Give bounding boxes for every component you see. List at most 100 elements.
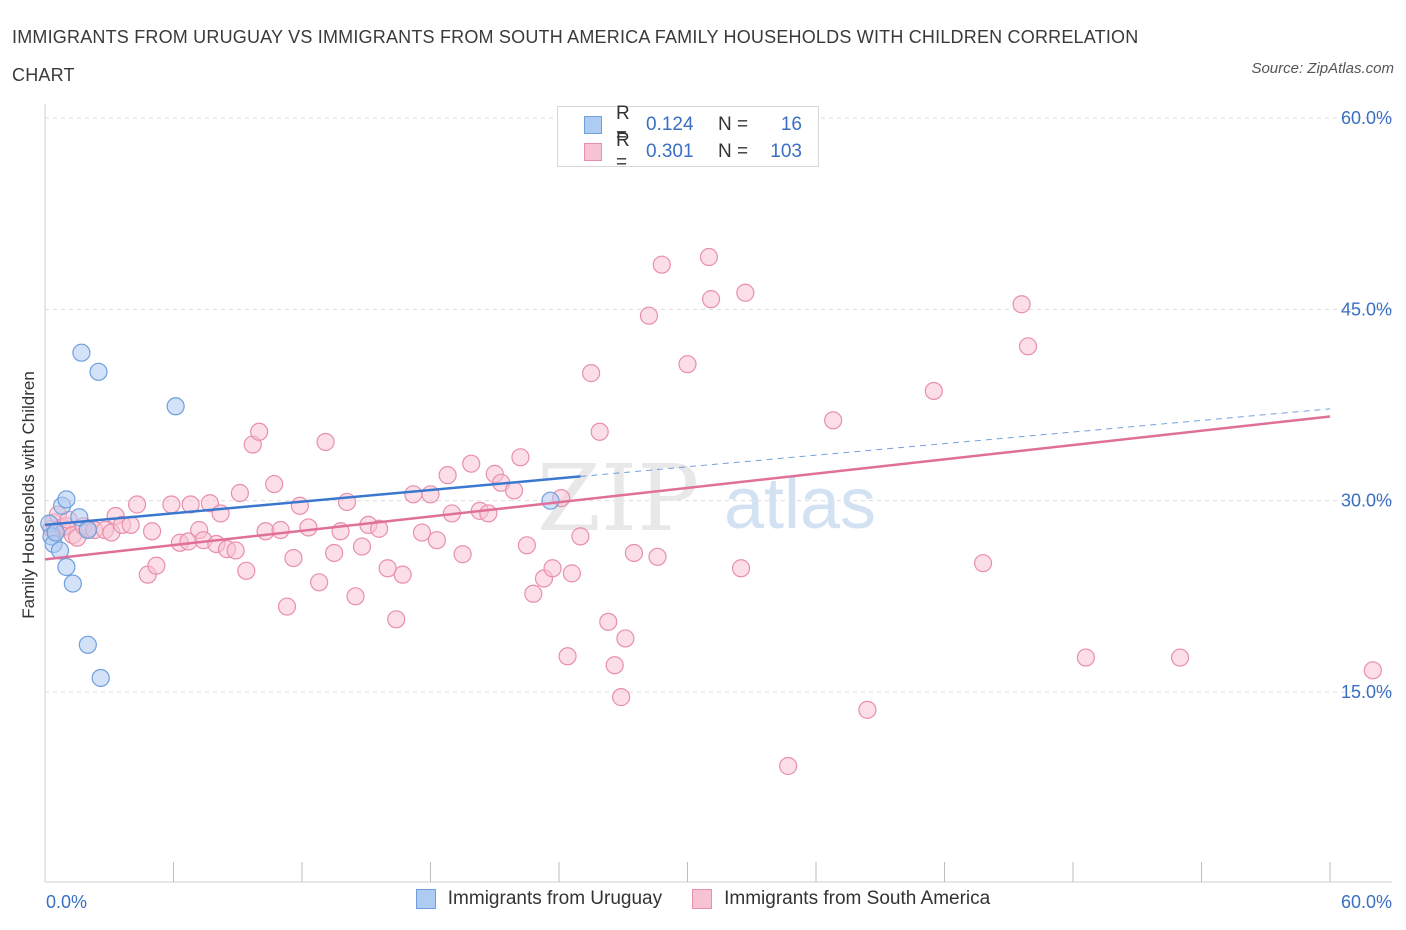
- point-south-america-45[interactable]: [325, 543, 344, 563]
- point-south-america-49[interactable]: [352, 537, 372, 556]
- point-south-america-94[interactable]: [858, 700, 877, 719]
- point-south-america-48[interactable]: [346, 587, 365, 606]
- n-label: N =: [718, 114, 749, 135]
- stats-row-uruguay: R = 0.124 N = 16: [584, 103, 802, 146]
- point-south-america-67[interactable]: [504, 481, 524, 500]
- point-south-america-53[interactable]: [387, 610, 406, 629]
- point-uruguay-13[interactable]: [89, 362, 108, 381]
- point-south-america-84[interactable]: [639, 306, 659, 325]
- point-south-america-43[interactable]: [310, 573, 329, 592]
- point-uruguay-3[interactable]: [46, 523, 65, 542]
- point-south-america-52[interactable]: [378, 559, 397, 578]
- point-south-america-24[interactable]: [181, 495, 200, 514]
- point-south-america-95[interactable]: [924, 381, 943, 401]
- point-south-america-55[interactable]: [404, 485, 423, 504]
- point-south-america-100[interactable]: [1170, 648, 1190, 667]
- point-south-america-39[interactable]: [277, 597, 297, 616]
- point-south-america-80[interactable]: [605, 656, 624, 675]
- point-south-america-74[interactable]: [558, 647, 577, 666]
- point-uruguay-14[interactable]: [91, 668, 110, 688]
- r-value: 0.301: [646, 141, 694, 162]
- point-south-america-83[interactable]: [624, 543, 644, 563]
- trend-line-south-america: [44, 415, 1331, 561]
- n-value: 16: [780, 114, 802, 135]
- swatch-uruguay: [584, 116, 602, 134]
- legend-swatch-south-america: [692, 889, 713, 909]
- watermark-atlas: atlas: [724, 464, 876, 544]
- point-south-america-87[interactable]: [678, 355, 697, 374]
- point-uruguay-16[interactable]: [541, 491, 560, 510]
- point-south-america-76[interactable]: [571, 527, 590, 546]
- point-south-america-89[interactable]: [701, 290, 721, 309]
- point-south-america-99[interactable]: [1076, 648, 1095, 667]
- point-uruguay-6[interactable]: [57, 490, 76, 509]
- point-south-america-69[interactable]: [517, 536, 536, 555]
- point-south-america-93[interactable]: [824, 411, 843, 430]
- point-south-america-32[interactable]: [230, 483, 249, 503]
- point-south-america-81[interactable]: [612, 688, 631, 707]
- point-south-america-42[interactable]: [299, 518, 318, 537]
- point-south-america-17[interactable]: [127, 495, 147, 514]
- point-south-america-58[interactable]: [427, 531, 447, 550]
- point-south-america-79[interactable]: [599, 612, 618, 631]
- point-south-america-77[interactable]: [582, 364, 601, 383]
- point-south-america-96[interactable]: [973, 554, 993, 573]
- point-south-america-16[interactable]: [121, 515, 140, 535]
- point-south-america-88[interactable]: [699, 247, 719, 267]
- point-south-america-31[interactable]: [226, 541, 245, 560]
- point-south-america-64[interactable]: [479, 504, 498, 523]
- point-south-america-91[interactable]: [736, 283, 755, 302]
- point-south-america-36[interactable]: [256, 522, 275, 541]
- point-south-america-56[interactable]: [412, 523, 432, 542]
- point-uruguay-10[interactable]: [72, 343, 91, 362]
- x-tick-label-1: 60.0%: [1341, 892, 1392, 912]
- point-south-america-75[interactable]: [562, 564, 581, 583]
- point-uruguay-11[interactable]: [78, 635, 97, 654]
- legend-label-south-america: Immigrants from South America: [724, 888, 991, 909]
- axes: [44, 104, 1392, 883]
- point-south-america-92[interactable]: [779, 756, 798, 776]
- point-south-america-41[interactable]: [290, 496, 309, 515]
- point-south-america-78[interactable]: [590, 422, 609, 441]
- point-south-america-101[interactable]: [1363, 661, 1382, 680]
- point-south-america-33[interactable]: [237, 561, 256, 580]
- point-uruguay-15[interactable]: [166, 397, 185, 416]
- n-value: 103: [770, 141, 802, 162]
- point-south-america-35[interactable]: [250, 422, 269, 441]
- points-south-america: [42, 247, 1382, 776]
- points-uruguay: [40, 343, 560, 688]
- point-south-america-70[interactable]: [524, 584, 543, 603]
- point-south-america-40[interactable]: [284, 548, 303, 568]
- legend-item-south-america[interactable]: Immigrants from South America: [692, 888, 990, 910]
- r-label: R =: [616, 130, 630, 173]
- point-south-america-98[interactable]: [1018, 337, 1038, 356]
- point-south-america-54[interactable]: [393, 565, 412, 584]
- point-south-america-38[interactable]: [271, 520, 290, 540]
- trend-line-uruguay-extension: [580, 408, 1331, 477]
- point-south-america-59[interactable]: [438, 466, 457, 485]
- point-south-america-61[interactable]: [453, 545, 472, 564]
- point-south-america-21[interactable]: [162, 495, 181, 514]
- point-south-america-19[interactable]: [142, 522, 162, 541]
- point-uruguay-8[interactable]: [63, 574, 82, 593]
- point-south-america-68[interactable]: [511, 448, 530, 467]
- gridlines: [45, 117, 1392, 693]
- point-south-america-82[interactable]: [616, 629, 635, 648]
- point-south-america-44[interactable]: [316, 432, 335, 452]
- source-label: Source: ZipAtlas.com: [1251, 60, 1394, 77]
- point-uruguay-12[interactable]: [78, 520, 97, 540]
- point-south-america-90[interactable]: [731, 559, 751, 578]
- point-south-america-37[interactable]: [265, 474, 284, 494]
- point-south-america-51[interactable]: [370, 519, 389, 538]
- y-tick-label-1: 30.0%: [1341, 491, 1392, 511]
- point-south-america-85[interactable]: [648, 547, 667, 566]
- point-south-america-62[interactable]: [462, 454, 481, 473]
- point-south-america-72[interactable]: [543, 559, 562, 578]
- point-south-america-97[interactable]: [1012, 295, 1031, 314]
- point-south-america-20[interactable]: [147, 556, 166, 575]
- legend-label-uruguay: Immigrants from Uruguay: [447, 888, 663, 909]
- legend-item-uruguay[interactable]: Immigrants from Uruguay: [415, 888, 663, 910]
- point-uruguay-7[interactable]: [57, 557, 76, 577]
- point-south-america-86[interactable]: [652, 255, 671, 274]
